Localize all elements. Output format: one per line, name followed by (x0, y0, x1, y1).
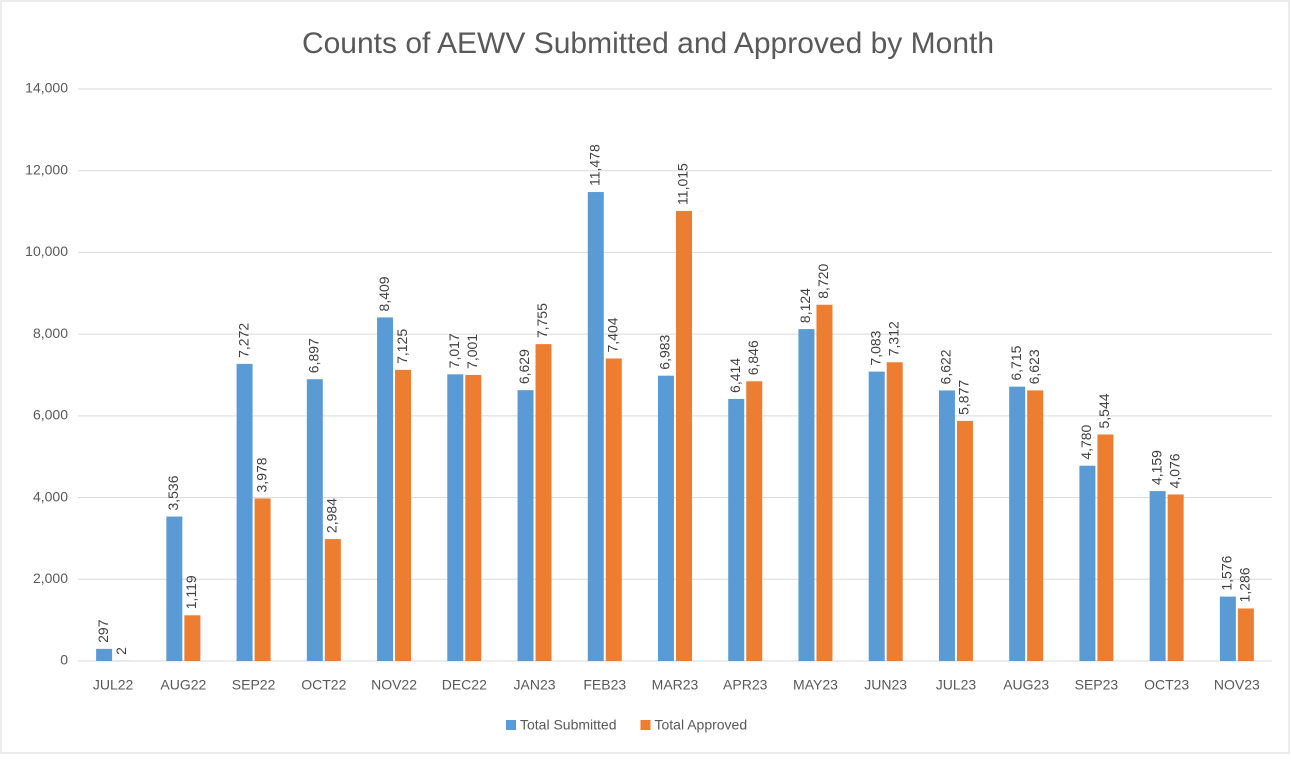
x-tick-label: APR23 (723, 677, 768, 693)
data-label: 4,159 (1148, 450, 1164, 485)
data-label: 6,715 (1008, 345, 1024, 380)
bar (728, 399, 744, 661)
data-label: 6,897 (306, 338, 322, 373)
x-tick-label: DEC22 (442, 677, 487, 693)
data-label: 11,015 (675, 163, 691, 205)
bar (237, 364, 253, 661)
bar (1009, 387, 1025, 661)
data-label: 7,125 (394, 329, 410, 364)
bar (1079, 466, 1095, 661)
bar (658, 376, 674, 661)
bar (1238, 608, 1254, 661)
data-label: 7,404 (604, 317, 620, 352)
bar (447, 374, 463, 661)
bar (816, 305, 832, 661)
legend-swatch (641, 720, 651, 730)
data-label: 6,623 (1026, 349, 1042, 384)
x-tick-label: JUL23 (936, 677, 977, 693)
bar (307, 379, 323, 661)
bar (798, 329, 814, 661)
y-tick-label: 10,000 (25, 243, 68, 259)
bar (606, 358, 622, 661)
data-label: 7,755 (534, 303, 550, 338)
x-tick-label: AUG22 (160, 677, 206, 693)
x-tick-label: FEB23 (583, 677, 626, 693)
x-tick-label: JUN23 (864, 677, 907, 693)
bar (869, 372, 885, 661)
data-label: 5,877 (956, 380, 972, 415)
bar (1150, 491, 1166, 661)
bar (1220, 597, 1236, 661)
x-tick-label: OCT22 (301, 677, 346, 693)
x-tick-label: MAR23 (652, 677, 699, 693)
data-label: 6,846 (745, 340, 761, 375)
data-label: 6,414 (727, 358, 743, 393)
bar (1168, 494, 1184, 661)
data-label: 2 (113, 647, 129, 655)
data-label: 297 (95, 619, 111, 643)
data-label: 7,272 (235, 323, 251, 358)
bar (746, 381, 762, 661)
data-label: 11,478 (586, 144, 602, 186)
data-label: 4,780 (1078, 424, 1094, 459)
data-label: 8,720 (815, 263, 831, 298)
data-label: 1,119 (183, 575, 199, 609)
data-label: 5,544 (1096, 393, 1112, 428)
data-label: 1,286 (1237, 567, 1253, 602)
legend-label: Total Approved (655, 717, 748, 733)
bar (96, 649, 112, 661)
y-tick-label: 14,000 (25, 80, 68, 96)
x-tick-label: SEP23 (1075, 677, 1119, 693)
data-label: 8,409 (376, 276, 392, 311)
chart-title: Counts of AEWV Submitted and Approved by… (302, 27, 994, 60)
bar (1097, 434, 1113, 661)
data-label: 1,576 (1219, 555, 1235, 590)
data-label: 4,076 (1166, 453, 1182, 488)
data-label: 7,001 (464, 334, 480, 369)
data-label: 2,984 (324, 498, 340, 533)
bar (1027, 390, 1043, 661)
x-tick-label: JUL22 (93, 677, 134, 693)
x-tick-label: JAN23 (514, 677, 556, 693)
bar (939, 390, 955, 661)
bar (536, 344, 552, 661)
y-tick-label: 12,000 (25, 161, 68, 177)
bar (325, 539, 341, 661)
data-label: 7,083 (867, 330, 883, 365)
x-tick-label: SEP22 (232, 677, 276, 693)
data-label: 7,312 (885, 321, 901, 356)
bar (255, 498, 271, 661)
x-tick-label: MAY23 (793, 677, 838, 693)
bar (588, 192, 604, 661)
bar (676, 211, 692, 661)
y-tick-label: 2,000 (33, 570, 68, 586)
bar (957, 421, 973, 661)
data-label: 3,978 (253, 457, 269, 492)
x-tick-label: OCT23 (1144, 677, 1189, 693)
y-tick-label: 0 (60, 652, 68, 668)
x-tick-label: NOV22 (371, 677, 417, 693)
legend-swatch (506, 720, 516, 730)
y-tick-label: 4,000 (33, 488, 68, 504)
bar (518, 390, 534, 661)
data-label: 7,017 (446, 333, 462, 368)
x-tick-label: NOV23 (1214, 677, 1260, 693)
data-label: 3,536 (165, 475, 181, 510)
data-label: 6,629 (516, 349, 532, 384)
bar (395, 370, 411, 661)
bar (166, 517, 182, 661)
bar (465, 375, 481, 661)
y-tick-label: 6,000 (33, 407, 68, 423)
bar (887, 362, 903, 661)
x-tick-label: AUG23 (1003, 677, 1049, 693)
y-tick-label: 8,000 (33, 325, 68, 341)
bar (184, 615, 200, 661)
data-label: 8,124 (797, 288, 813, 323)
data-label: 6,983 (657, 334, 673, 369)
legend-label: Total Submitted (520, 717, 617, 733)
bar (377, 317, 393, 661)
data-label: 6,622 (938, 349, 954, 384)
